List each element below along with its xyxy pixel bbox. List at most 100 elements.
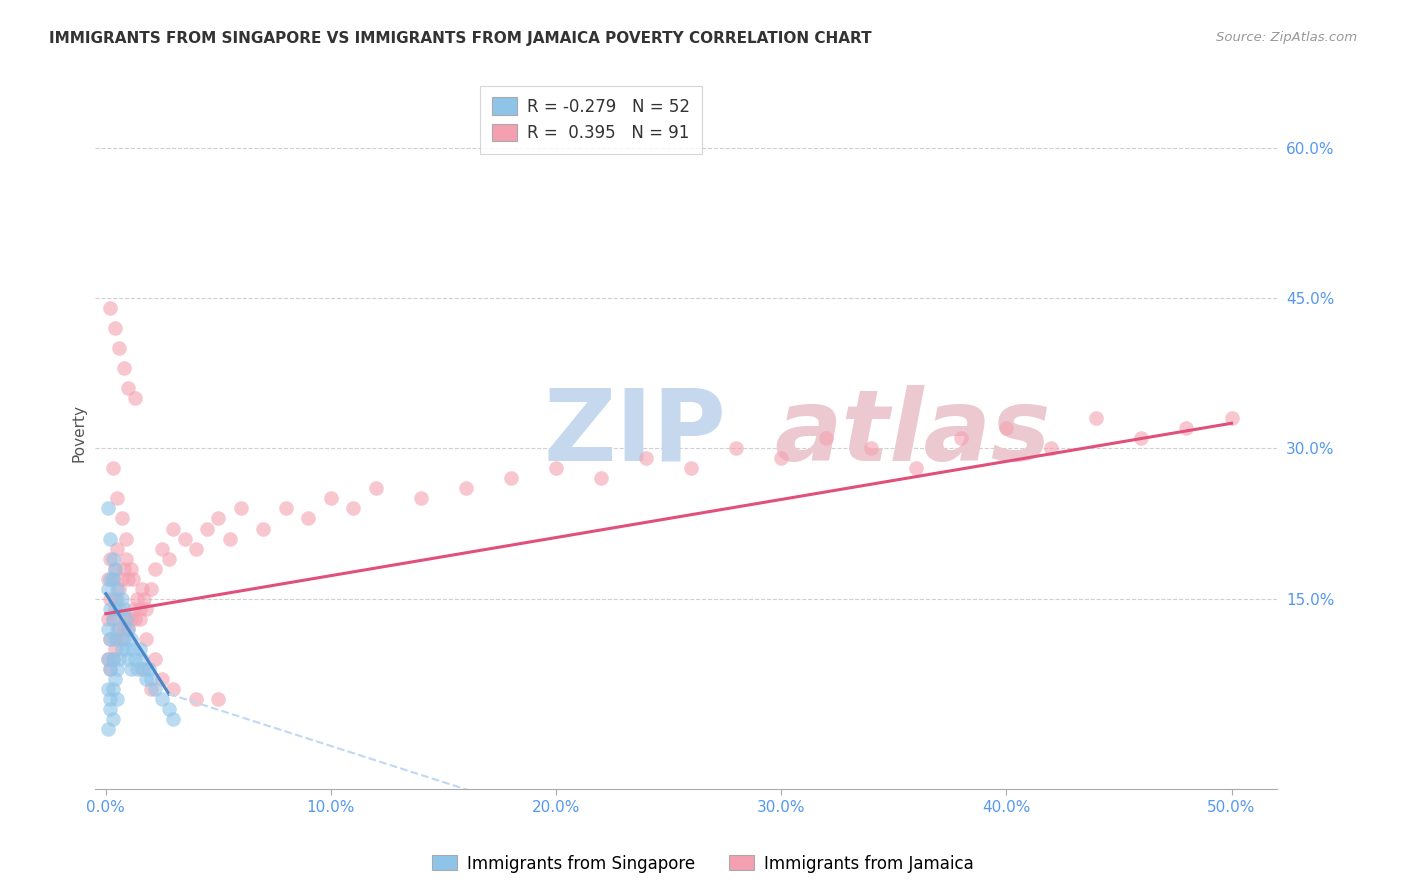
Point: [138, 662, 160, 676]
Point: [121, 641, 143, 656]
Point: [162, 522, 184, 536]
Point: [342, 501, 364, 516]
Point: [98, 662, 121, 676]
Legend: R = -0.279   N = 52, R =  0.395   N = 91: R = -0.279 N = 52, R = 0.395 N = 91: [481, 86, 702, 153]
Point: [97, 572, 120, 586]
Point: [110, 511, 132, 525]
Point: [112, 632, 135, 646]
Point: [101, 652, 124, 666]
Point: [105, 582, 128, 596]
Point: [115, 641, 138, 656]
Point: [131, 652, 153, 666]
Point: [150, 692, 173, 706]
Text: atlas: atlas: [775, 384, 1050, 482]
Point: [117, 622, 139, 636]
Legend: Immigrants from Singapore, Immigrants from Jamaica: Immigrants from Singapore, Immigrants fr…: [426, 848, 980, 880]
Point: [454, 482, 477, 496]
Point: [120, 632, 142, 646]
Point: [97, 622, 120, 636]
Point: [110, 632, 132, 646]
Point: [1130, 431, 1153, 445]
Point: [112, 622, 135, 636]
Point: [108, 601, 131, 615]
Point: [110, 591, 132, 606]
Point: [98, 572, 121, 586]
Point: [104, 672, 127, 686]
Point: [117, 381, 139, 395]
Point: [1085, 411, 1108, 425]
Point: [112, 561, 135, 575]
Point: [101, 612, 124, 626]
Point: [139, 681, 162, 696]
Point: [173, 532, 195, 546]
Point: [101, 712, 124, 726]
Point: [207, 692, 229, 706]
Point: [124, 612, 146, 626]
Point: [1175, 421, 1198, 435]
Point: [105, 541, 128, 556]
Point: [120, 662, 142, 676]
Point: [207, 511, 229, 525]
Point: [725, 442, 748, 456]
Point: [319, 491, 342, 506]
Point: [546, 461, 568, 475]
Point: [135, 601, 157, 615]
Point: [101, 572, 124, 586]
Point: [117, 652, 139, 666]
Point: [950, 431, 973, 445]
Text: IMMIGRANTS FROM SINGAPORE VS IMMIGRANTS FROM JAMAICA POVERTY CORRELATION CHART: IMMIGRANTS FROM SINGAPORE VS IMMIGRANTS …: [49, 31, 872, 46]
Point: [105, 591, 128, 606]
Point: [252, 522, 274, 536]
Point: [157, 551, 180, 566]
Point: [98, 301, 121, 315]
Point: [132, 591, 155, 606]
Point: [143, 681, 166, 696]
Point: [105, 692, 128, 706]
Point: [105, 491, 128, 506]
Point: [128, 601, 150, 615]
Point: [121, 601, 143, 615]
Point: [1220, 411, 1243, 425]
Point: [162, 712, 184, 726]
Point: [115, 551, 138, 566]
Point: [101, 551, 124, 566]
Point: [98, 632, 121, 646]
Point: [104, 591, 127, 606]
Point: [218, 532, 240, 546]
Point: [110, 641, 132, 656]
Point: [499, 471, 522, 485]
Point: [108, 341, 131, 355]
Point: [131, 662, 153, 676]
Point: [184, 692, 207, 706]
Text: ZIP: ZIP: [544, 384, 727, 482]
Point: [131, 582, 153, 596]
Point: [98, 591, 121, 606]
Point: [98, 551, 121, 566]
Point: [104, 641, 127, 656]
Point: [104, 561, 127, 575]
Point: [364, 482, 387, 496]
Point: [905, 461, 928, 475]
Point: [143, 652, 166, 666]
Point: [98, 692, 121, 706]
Point: [409, 491, 432, 506]
Point: [143, 561, 166, 575]
Point: [128, 612, 150, 626]
Point: [120, 561, 142, 575]
Point: [97, 652, 120, 666]
Point: [97, 612, 120, 626]
Point: [98, 702, 121, 716]
Point: [860, 442, 883, 456]
Point: [150, 541, 173, 556]
Point: [121, 572, 143, 586]
Point: [105, 662, 128, 676]
Point: [150, 672, 173, 686]
Point: [127, 591, 149, 606]
Point: [108, 622, 131, 636]
Point: [115, 612, 138, 626]
Point: [135, 632, 157, 646]
Point: [112, 601, 135, 615]
Point: [1040, 442, 1063, 456]
Point: [139, 582, 162, 596]
Point: [104, 321, 127, 335]
